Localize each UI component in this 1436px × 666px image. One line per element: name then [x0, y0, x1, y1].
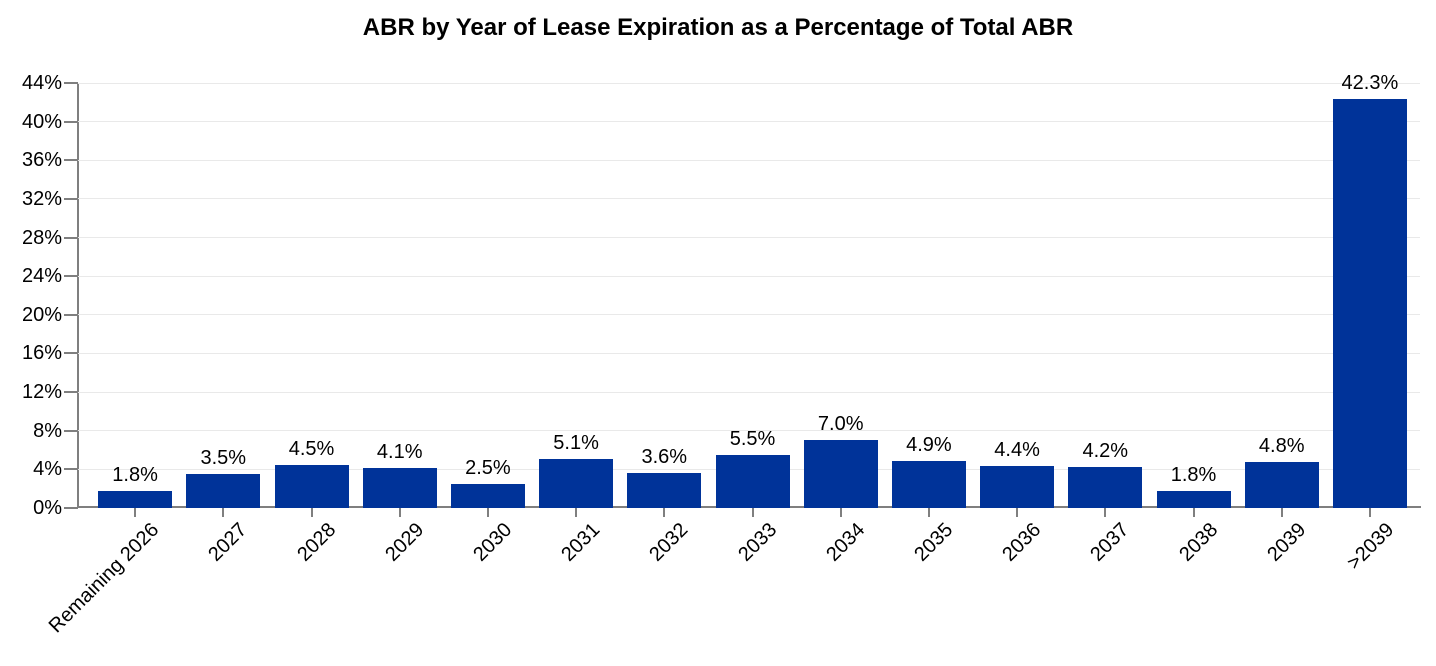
chart-title: ABR by Year of Lease Expiration as a Per… [362, 14, 1074, 41]
y-axis-tick [64, 236, 78, 239]
bar [891, 460, 966, 508]
y-axis-tick-label: 0% [33, 497, 62, 519]
y-axis-tick [64, 313, 78, 316]
bar [362, 468, 437, 508]
bar-value-label: 1.8% [112, 463, 158, 486]
y-axis-tick [64, 120, 78, 123]
y-gridline [78, 391, 1420, 393]
bar-value-label: 7.0% [817, 413, 864, 436]
x-axis-tick [222, 508, 225, 517]
y-axis-tick-label: 12% [21, 381, 62, 404]
x-axis-tick [751, 508, 754, 517]
y-axis-tick-label: 28% [21, 226, 62, 249]
bar-value-label: 4.5% [288, 437, 335, 460]
bar-value-label: 4.8% [1258, 434, 1305, 457]
x-axis-tick [575, 508, 578, 517]
x-axis-tick [310, 508, 313, 517]
y-axis-tick-label: 36% [21, 149, 62, 172]
bar-value-label: 1.8% [1170, 463, 1217, 486]
y-axis-tick-label: 44% [21, 72, 62, 94]
bar [1156, 490, 1231, 508]
y-axis-line [77, 83, 79, 508]
bar-value-label: 3.5% [200, 447, 247, 470]
bar [1332, 99, 1407, 508]
y-axis-tick [64, 468, 78, 471]
bar [1244, 461, 1319, 508]
x-axis-tick [398, 508, 401, 517]
bar-value-label: 5.1% [553, 431, 599, 454]
bar-value-label: 4.1% [376, 441, 423, 464]
x-axis-tick [134, 508, 137, 517]
y-gridline [78, 159, 1420, 161]
y-gridline [78, 314, 1420, 316]
y-axis-tick [64, 507, 78, 509]
y-gridline [78, 198, 1420, 200]
y-axis-tick-label: 20% [21, 303, 62, 326]
bar [450, 483, 525, 508]
y-axis-tick-label: 8% [33, 419, 62, 442]
bar [803, 440, 878, 508]
y-axis-tick-label: 4% [33, 458, 62, 481]
y-gridline [78, 237, 1420, 239]
x-axis-tick [1016, 508, 1019, 517]
bar [98, 490, 173, 508]
bar [274, 464, 349, 508]
y-gridline [78, 121, 1420, 123]
y-gridline [78, 430, 1420, 432]
y-axis-tick-label: 32% [21, 187, 62, 210]
bar-value-label: 42.3% [1341, 72, 1399, 95]
x-axis-tick [1368, 508, 1371, 517]
y-axis-tick [64, 159, 78, 162]
bar [539, 458, 614, 508]
y-axis-tick [64, 352, 78, 355]
bar-value-label: 4.2% [1082, 440, 1129, 463]
x-axis-category-label: >2039 [1342, 518, 1399, 574]
bar [1068, 467, 1143, 508]
bar-value-label: 3.6% [641, 446, 688, 469]
bar [980, 465, 1055, 508]
bar-value-label: 4.4% [994, 438, 1040, 461]
x-axis-tick [1192, 508, 1195, 517]
y-axis-tick [64, 429, 78, 432]
y-axis-tick [64, 197, 78, 200]
bar-value-label: 5.5% [729, 427, 776, 450]
bar [186, 474, 261, 508]
bar-value-label: 2.5% [465, 456, 511, 479]
y-axis-tick [64, 275, 78, 278]
y-axis-tick [64, 391, 78, 394]
y-axis-tick-label: 24% [21, 265, 62, 288]
y-axis-tick [64, 82, 78, 84]
x-axis-tick [1280, 508, 1283, 517]
y-axis-tick-label: 40% [21, 110, 62, 133]
y-gridline [78, 275, 1420, 277]
x-axis-tick [486, 508, 489, 517]
y-gridline [78, 352, 1420, 354]
y-axis-tick-label: 16% [21, 342, 62, 365]
y-gridline [78, 82, 1420, 84]
bar-value-label: 4.9% [906, 433, 952, 456]
bar [627, 473, 702, 508]
x-axis-tick [1104, 508, 1107, 517]
x-axis-tick [663, 508, 666, 517]
x-axis-tick [839, 508, 842, 517]
bar [715, 454, 790, 508]
x-axis-tick [927, 508, 930, 517]
